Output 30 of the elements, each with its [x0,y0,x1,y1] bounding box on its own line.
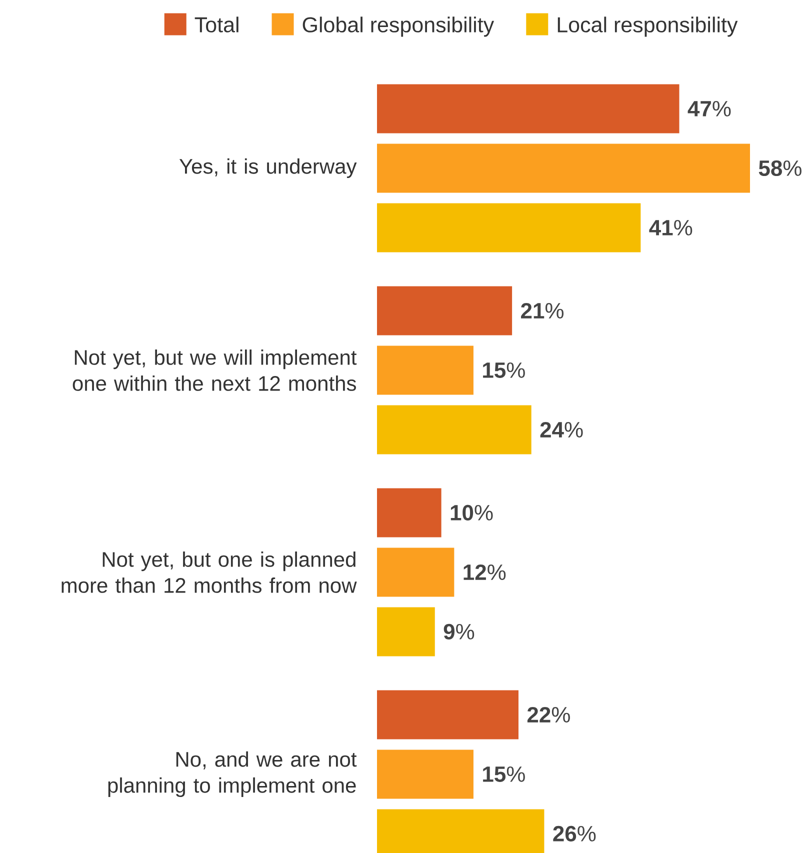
data-label: 15% [483,362,525,378]
y-tick-label: No, and we are not planning to implement one [108,751,357,797]
data-label: 24% [540,422,583,438]
data-label: 26% [553,826,596,842]
data-label: 12% [464,564,506,580]
bar [377,203,641,252]
data-label: 9% [444,624,474,640]
bar [377,405,532,454]
bar [377,607,435,656]
bar [377,488,442,538]
legend-label: Local responsibility [558,16,738,37]
data-label: 41% [649,220,692,236]
bar [377,346,474,395]
data-label: 58% [758,160,802,176]
data-label: 47% [688,101,731,116]
y-tick-label: Yes, it is underway [179,158,357,178]
bar [377,750,474,799]
data-label: 22% [527,706,570,722]
bar [377,286,512,336]
y-tick-label: Not yet, but we will implement one within the next 12 months [72,349,357,391]
bar [377,690,518,740]
data-label: 10% [450,504,493,520]
bar [377,84,680,134]
bar [377,144,750,193]
data-label: 21% [521,302,564,318]
legend-label: Total [194,16,238,32]
bar [377,548,454,597]
legend-label: Global responsibility [302,16,494,37]
y-tick-label: Not yet, but one is planned more than 12 months from now [62,551,357,593]
data-label: 15% [483,766,525,782]
